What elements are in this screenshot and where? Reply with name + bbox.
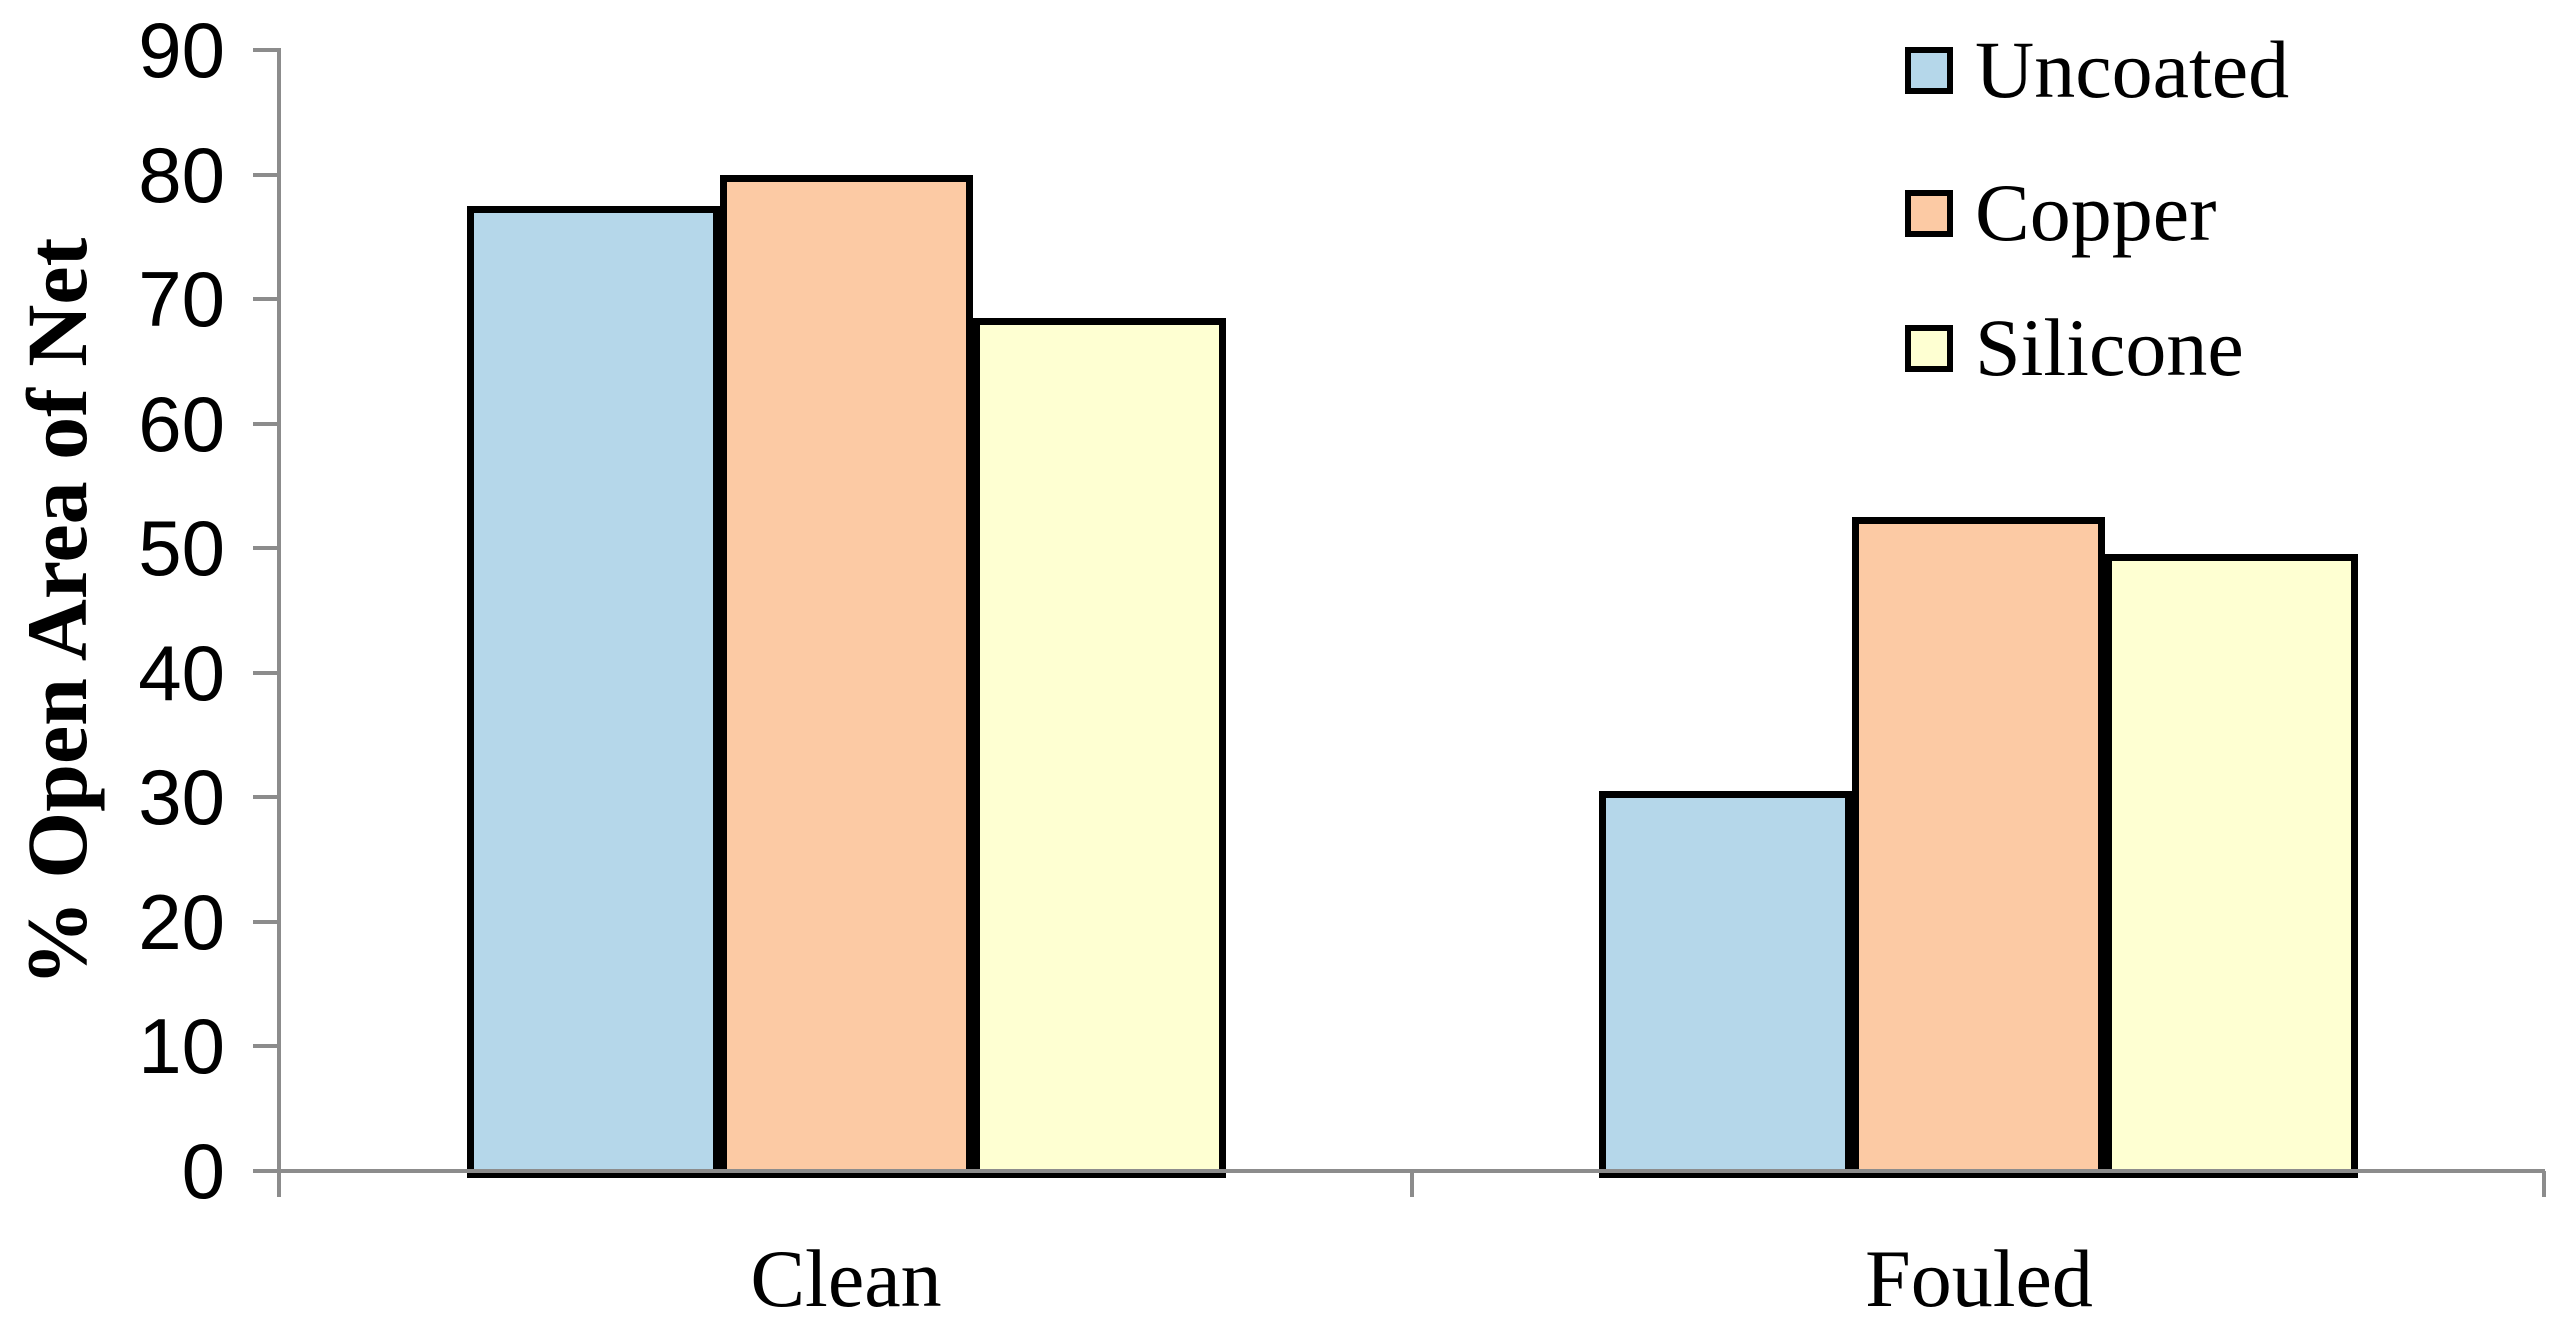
legend-item-silicone: Silicone bbox=[1905, 300, 2244, 396]
legend-swatch-copper bbox=[1905, 189, 1953, 237]
y-tick-label-60: 60 bbox=[138, 380, 225, 468]
y-tick-mark bbox=[253, 173, 280, 177]
y-tick-label-0: 0 bbox=[181, 1127, 225, 1215]
x-axis-line bbox=[253, 1169, 2545, 1173]
y-tick-mark bbox=[253, 795, 280, 799]
y-tick-label-40: 40 bbox=[138, 629, 225, 717]
y-tick-mark bbox=[253, 422, 280, 426]
legend-label-uncoated: Uncoated bbox=[1975, 24, 2290, 115]
legend-swatch-silicone bbox=[1905, 324, 1953, 372]
x-tick-mark bbox=[1410, 1171, 1414, 1197]
y-tick-label-20: 20 bbox=[138, 878, 225, 966]
y-tick-label-50: 50 bbox=[138, 504, 225, 592]
legend-item-copper: Copper bbox=[1905, 165, 2216, 261]
y-tick-label-30: 30 bbox=[138, 753, 225, 841]
bar-uncoated-fouled bbox=[1599, 791, 1852, 1178]
y-tick-label-90: 90 bbox=[138, 6, 225, 94]
y-tick-mark bbox=[253, 920, 280, 924]
legend-item-uncoated: Uncoated bbox=[1905, 22, 2289, 118]
x-category-label-clean: Clean bbox=[750, 1233, 942, 1324]
legend-swatch-uncoated bbox=[1905, 46, 1953, 94]
bar-uncoated-clean bbox=[467, 206, 720, 1178]
y-tick-label-10: 10 bbox=[138, 1002, 225, 1090]
legend-label-silicone: Silicone bbox=[1975, 302, 2244, 393]
x-tick-mark bbox=[2542, 1171, 2546, 1197]
y-axis-line bbox=[277, 48, 281, 1197]
bar-silicone-clean bbox=[973, 318, 1226, 1178]
legend-label-copper: Copper bbox=[1975, 167, 2217, 258]
bar-copper-clean bbox=[720, 175, 973, 1178]
bar-copper-fouled bbox=[1852, 517, 2105, 1178]
y-tick-label-70: 70 bbox=[138, 255, 225, 343]
x-category-label-fouled: Fouled bbox=[1865, 1233, 2093, 1324]
y-tick-mark bbox=[253, 297, 280, 301]
bar-silicone-fouled bbox=[2105, 554, 2358, 1178]
y-tick-mark bbox=[253, 671, 280, 675]
y-tick-mark bbox=[253, 48, 280, 52]
y-tick-mark bbox=[253, 546, 280, 550]
x-tick-mark bbox=[277, 1171, 281, 1197]
y-tick-label-80: 80 bbox=[138, 131, 225, 219]
y-tick-mark bbox=[253, 1044, 280, 1048]
